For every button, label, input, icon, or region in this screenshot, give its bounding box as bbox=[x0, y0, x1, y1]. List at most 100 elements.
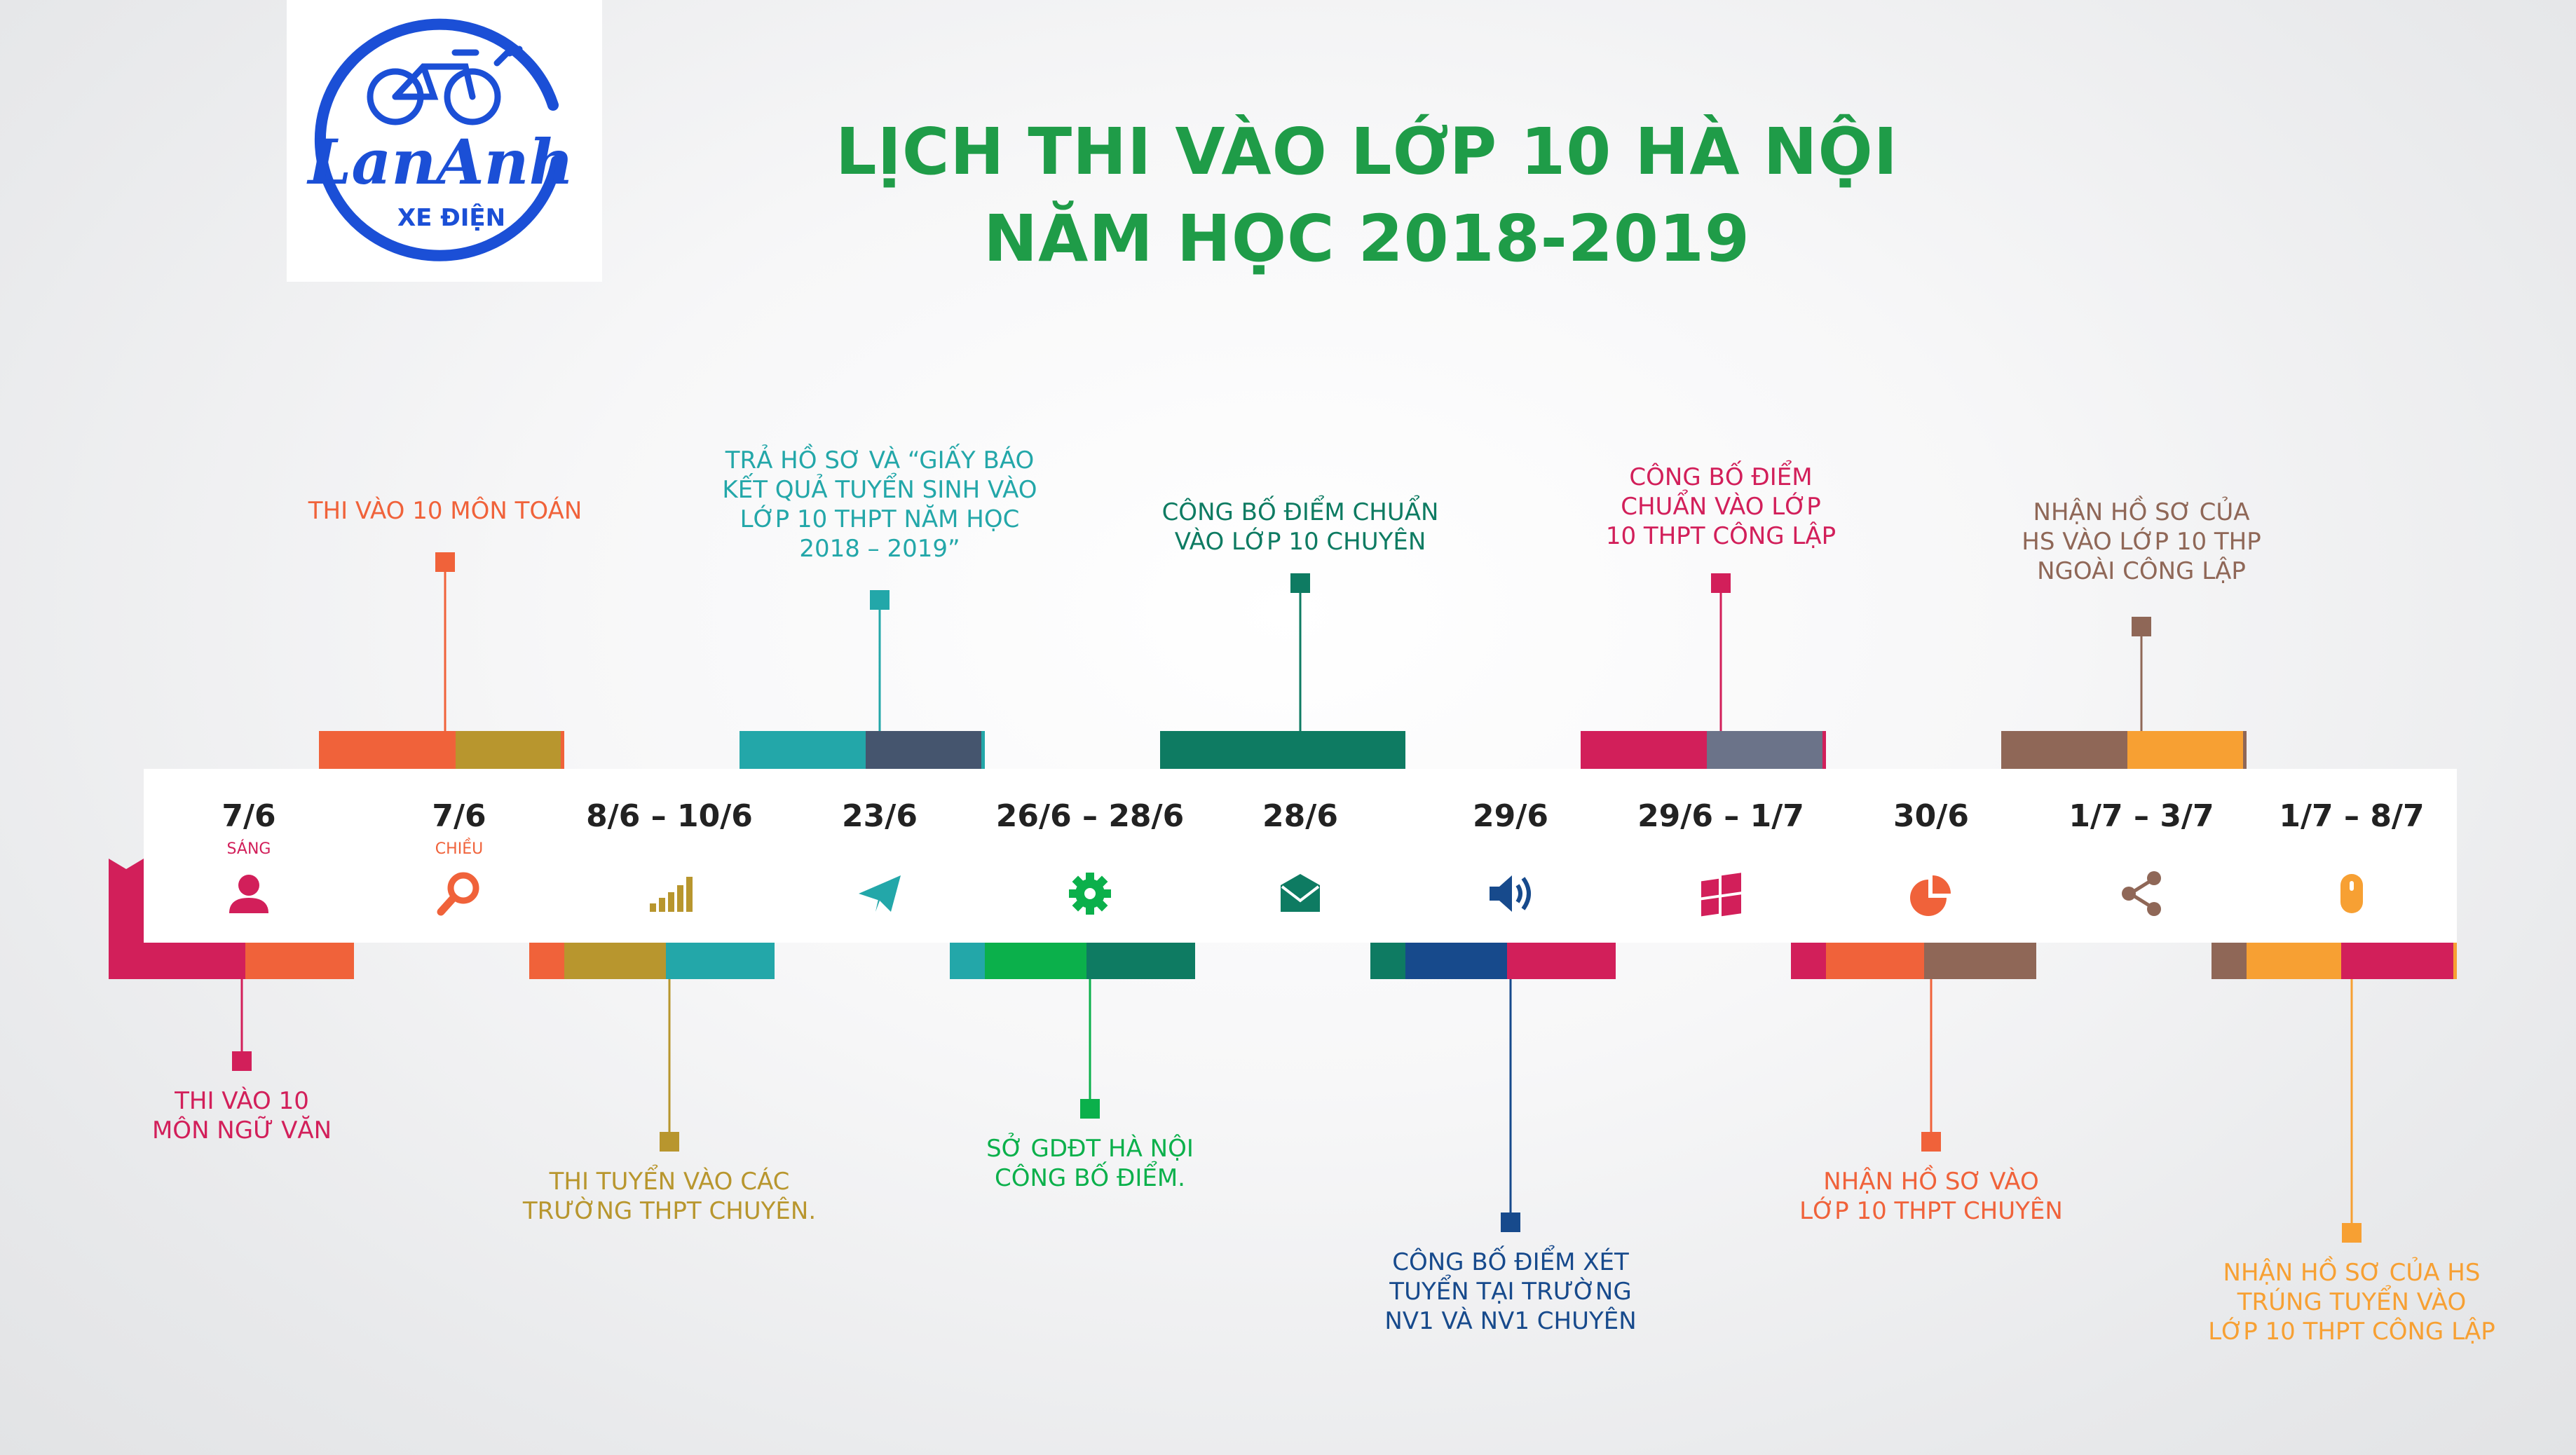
card-icon bbox=[641, 866, 697, 922]
card-icon bbox=[221, 866, 277, 922]
connector-marker bbox=[1921, 1132, 1941, 1152]
band-accent bbox=[1286, 731, 1402, 770]
event-label-line: NHẬN HỒ SƠ CỦA HS bbox=[2223, 1259, 2481, 1287]
share-icon bbox=[2122, 871, 2161, 916]
user-icon bbox=[229, 875, 268, 913]
page-title: LỊCH THI VÀO LỚP 10 HÀ NỘI NĂM HỌC 2018-… bbox=[701, 109, 2033, 282]
card-date: 29/6 – 1/7 bbox=[1637, 798, 1804, 834]
card-date: 29/6 bbox=[1473, 798, 1548, 834]
band-accent bbox=[2127, 731, 2243, 770]
connector-marker bbox=[232, 1051, 252, 1071]
search-icon bbox=[437, 872, 479, 916]
connector-marker bbox=[660, 1132, 679, 1152]
band-accent bbox=[1924, 943, 2036, 979]
event-label: THI TUYỂN VÀO CÁC TRƯỜNG THPT CHUYÊN. bbox=[508, 1167, 831, 1226]
event-label-line: 10 THPT CÔNG LẬP bbox=[1605, 522, 1836, 550]
card-icon bbox=[431, 866, 487, 922]
event-label-line: CÔNG BỐ ĐIỂM. bbox=[995, 1164, 1185, 1192]
connector-marker bbox=[2342, 1223, 2362, 1243]
card-date: 7/6 bbox=[222, 798, 276, 834]
card-date: 23/6 bbox=[842, 798, 918, 834]
connector-marker bbox=[1711, 573, 1731, 593]
connector-marker bbox=[1290, 573, 1310, 593]
event-label: NHẬN HỒ SƠ VÀO LỚP 10 THPT CHUYÊN bbox=[1770, 1167, 2092, 1226]
event-label-line: SỞ GDĐT HÀ NỘI bbox=[986, 1135, 1194, 1163]
event-label: THI VÀO 10 MÔN NGỮ VĂN bbox=[81, 1086, 403, 1145]
connector-marker bbox=[870, 590, 890, 610]
event-label-line: TRÚNG TUYỂN VÀO bbox=[2237, 1288, 2467, 1316]
event-label-line: KẾT QUẢ TUYỂN SINH VÀO bbox=[722, 476, 1037, 504]
title-line-1: LỊCH THI VÀO LỚP 10 HÀ NỘI bbox=[836, 114, 1898, 189]
timeline-card: 26/6 – 28/6 bbox=[985, 769, 1195, 943]
event-label-line: CÔNG BỐ ĐIỂM XÉT bbox=[1392, 1248, 1629, 1276]
gear-icon bbox=[1069, 873, 1111, 915]
card-icon bbox=[1903, 866, 1959, 922]
signal-bars-icon bbox=[650, 877, 693, 912]
event-label: TRẢ HỒ SƠ VÀ “GIẤY BÁO KẾT QUẢ TUYỂN SINH… bbox=[718, 446, 1041, 563]
event-label-line: VÀO LỚP 10 CHUYÊN bbox=[1174, 528, 1426, 556]
event-label: NHẬN HỒ SƠ CỦA HS TRÚNG TUYỂN VÀO LỚP 10 T… bbox=[2190, 1258, 2513, 1346]
timeline-card: 29/6 – 1/7 bbox=[1616, 769, 1826, 943]
card-icon bbox=[1693, 866, 1749, 922]
band-accent bbox=[2341, 943, 2453, 979]
band-accent bbox=[456, 731, 561, 770]
brand-logo: LanAnh XE ĐIỆN bbox=[287, 0, 602, 282]
mouse-icon bbox=[2340, 874, 2363, 913]
card-date: 7/6 bbox=[432, 798, 486, 834]
event-label-line: TRƯỜNG THPT CHUYÊN. bbox=[522, 1197, 817, 1225]
title-line-2: NĂM HỌC 2018-2019 bbox=[983, 201, 1750, 276]
event-label-line: 2018 – 2019” bbox=[799, 535, 960, 563]
timeline-card: 28/6 bbox=[1195, 769, 1405, 943]
event-label-line: NHẬN HỒ SƠ VÀO bbox=[1823, 1168, 2039, 1196]
event-label-line: LỚP 10 THPT CHUYÊN bbox=[1799, 1197, 2063, 1225]
event-label-line: MÔN NGỮ VĂN bbox=[151, 1116, 332, 1145]
event-label-line: CÔNG BỐ ĐIỂM CHUẨN bbox=[1161, 498, 1439, 526]
event-label: THI VÀO 10 MÔN TOÁN bbox=[284, 496, 606, 526]
card-icon bbox=[2113, 866, 2169, 922]
card-icon bbox=[1062, 866, 1118, 922]
card-date: 30/6 bbox=[1893, 798, 1969, 834]
event-label-line: THI VÀO 10 bbox=[175, 1087, 309, 1115]
event-label-line: TRẢ HỒ SƠ VÀ “GIẤY BÁO bbox=[725, 446, 1035, 474]
windows-icon bbox=[1701, 873, 1741, 917]
card-session: SÁNG bbox=[226, 840, 271, 858]
logo-brand-text: LanAnh bbox=[306, 125, 573, 198]
card-date: 1/7 – 8/7 bbox=[2279, 798, 2425, 834]
event-label-line: TUYỂN TẠI TRƯỜNG bbox=[1389, 1278, 1632, 1306]
event-label-line: THI VÀO 10 MÔN TOÁN bbox=[308, 497, 582, 525]
timeline-card: 23/6 bbox=[775, 769, 985, 943]
envelope-icon bbox=[1281, 874, 1320, 912]
event-label-line: LỚP 10 THPT NĂM HỌC bbox=[740, 505, 1020, 533]
event-label-line: NGOÀI CÔNG LẬP bbox=[2037, 557, 2246, 585]
card-session: CHIỀU bbox=[435, 840, 484, 858]
event-label: SỞ GDĐT HÀ NỘI CÔNG BỐ ĐIỂM. bbox=[929, 1134, 1251, 1193]
band-accent bbox=[866, 731, 981, 770]
card-icon bbox=[1272, 866, 1328, 922]
event-label-line: NV1 VÀ NV1 CHUYÊN bbox=[1384, 1307, 1637, 1335]
event-label: NHẬN HỒ SƠ CỦA HS VÀO LỚP 10 THP NGOÀI CÔN… bbox=[1980, 498, 2303, 586]
card-date: 28/6 bbox=[1262, 798, 1338, 834]
band-accent bbox=[666, 943, 775, 979]
timeline-card: 7/6 SÁNG bbox=[144, 769, 354, 943]
timeline-card: 30/6 bbox=[1826, 769, 2036, 943]
timeline-card: 8/6 – 10/6 bbox=[564, 769, 775, 943]
card-date: 1/7 – 3/7 bbox=[2069, 798, 2214, 834]
timeline-card: 29/6 bbox=[1405, 769, 1616, 943]
event-label-line: THI TUYỂN VÀO CÁC bbox=[549, 1168, 790, 1196]
pie-chart-icon bbox=[1910, 875, 1951, 916]
connector-marker bbox=[1080, 1099, 1100, 1119]
speaker-icon bbox=[1490, 875, 1531, 912]
event-label-line: CHUẨN VÀO LỚP bbox=[1621, 493, 1821, 521]
timeline-card: 1/7 – 8/7 bbox=[2247, 769, 2457, 943]
event-label: CÔNG BỐ ĐIỂM CHUẨN VÀO LỚP 10 CHUYÊN bbox=[1139, 498, 1461, 556]
band-left-cap bbox=[109, 859, 144, 979]
connector-marker bbox=[2132, 617, 2151, 636]
event-label: CÔNG BỐ ĐIỂM XÉT TUYỂN TẠI TRƯỜNG NV1 VÀ N… bbox=[1349, 1248, 1672, 1336]
event-label-line: HS VÀO LỚP 10 THP bbox=[2022, 528, 2261, 556]
logo-graphic: LanAnh XE ĐIỆN bbox=[306, 18, 574, 261]
connector-marker bbox=[1501, 1212, 1520, 1232]
paper-plane-icon bbox=[859, 875, 901, 912]
event-label-line: NHẬN HỒ SƠ CỦA bbox=[2033, 498, 2250, 526]
card-icon bbox=[1483, 866, 1539, 922]
